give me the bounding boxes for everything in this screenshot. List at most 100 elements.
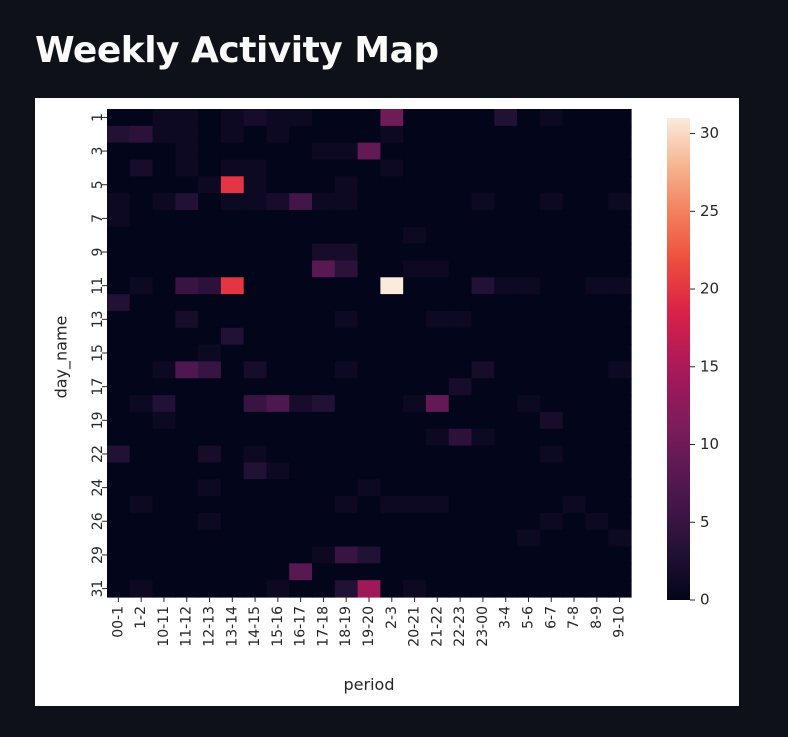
heatmap-cell — [198, 546, 222, 564]
heatmap-cell — [403, 361, 427, 379]
heatmap-cell — [334, 428, 359, 447]
heatmap-cell — [403, 243, 427, 262]
heatmap-cell — [107, 546, 131, 564]
heatmap-cell — [517, 209, 541, 228]
heatmap-cell — [220, 294, 245, 312]
heatmap-cell — [403, 411, 427, 430]
heatmap-cell — [243, 395, 268, 413]
heatmap-cell — [266, 563, 290, 581]
heatmap-cell — [494, 159, 518, 177]
heatmap-cell — [380, 395, 404, 413]
heatmap-cell — [448, 411, 473, 430]
heatmap-cell — [608, 411, 632, 430]
heatmap-cell — [175, 529, 199, 548]
heatmap-cell — [220, 361, 245, 379]
heatmap-cell — [585, 512, 609, 531]
heatmap-cell — [494, 243, 518, 262]
heatmap-cell — [198, 496, 222, 514]
heatmap-cell — [562, 563, 587, 581]
heatmap-cell — [220, 176, 245, 194]
heatmap-cell — [471, 428, 495, 447]
heatmap-cell — [539, 260, 564, 278]
heatmap-cell — [471, 109, 495, 127]
heatmap-cell — [312, 109, 336, 127]
heatmap-cell — [471, 193, 495, 211]
heatmap-cell — [107, 445, 131, 463]
heatmap-cell — [289, 378, 313, 396]
heatmap-cell — [517, 277, 541, 295]
heatmap-cell — [494, 546, 518, 564]
heatmap-cell — [289, 395, 313, 413]
heatmap-cell — [266, 142, 290, 161]
heatmap-cell — [448, 260, 473, 278]
heatmap-cell — [585, 361, 609, 379]
heatmap-cell — [175, 546, 199, 564]
heatmap-cell — [608, 294, 632, 312]
heatmap-cell — [562, 344, 587, 363]
heatmap-cell — [448, 125, 473, 144]
x-tick-label: 18-19 — [338, 606, 354, 647]
heatmap-cell — [517, 411, 541, 430]
heatmap-cell — [380, 243, 404, 262]
heatmap-cell — [585, 529, 609, 548]
heatmap-cell — [539, 142, 564, 161]
heatmap-cell — [380, 109, 404, 127]
x-tick-label: 17-18 — [315, 606, 331, 647]
x-tick-label: 22-23 — [452, 606, 468, 647]
heatmap-cell — [175, 428, 199, 447]
heatmap-cell — [357, 125, 381, 144]
heatmap-cell — [562, 445, 587, 463]
heatmap-cell — [266, 260, 290, 278]
heatmap-cell — [107, 193, 131, 211]
y-tick-label: 1 — [90, 113, 106, 122]
heatmap-cell — [517, 294, 541, 312]
heatmap-cell — [175, 193, 199, 211]
heatmap-cell — [243, 462, 268, 480]
heatmap-cell — [562, 395, 587, 413]
x-tick-label: 16-17 — [293, 606, 309, 647]
heatmap-cell — [380, 462, 404, 480]
heatmap-cell — [425, 243, 450, 262]
heatmap-cell — [198, 159, 222, 177]
y-tick-label: 11 — [90, 277, 106, 295]
heatmap-cell — [608, 193, 632, 211]
heatmap-cell — [517, 327, 541, 346]
heatmap-cell — [312, 209, 336, 228]
heatmap-cell — [357, 445, 381, 463]
heatmap-cell — [608, 496, 632, 514]
heatmap-cell — [539, 361, 564, 379]
heatmap-cell — [312, 428, 336, 447]
heatmap-cell — [517, 462, 541, 480]
colorbar-ticks: 0 5 10 15 20 25 30 — [690, 124, 719, 609]
heatmap-cell — [220, 159, 245, 177]
heatmap-cell — [312, 193, 336, 211]
heatmap-cell — [539, 243, 564, 262]
heatmap-cell — [357, 243, 381, 262]
heatmap-cell — [585, 479, 609, 497]
heatmap-cell — [129, 395, 154, 413]
heatmap-cell — [608, 580, 632, 598]
y-axis-label: day_name — [52, 316, 72, 399]
heatmap-cell — [608, 445, 632, 463]
x-tick-label: 10-11 — [156, 606, 172, 647]
heatmap-cell — [152, 496, 176, 514]
heatmap-cell — [289, 125, 313, 144]
heatmap-cell — [425, 395, 450, 413]
heatmap-cell — [517, 226, 541, 245]
heatmap-cell — [494, 361, 518, 379]
heatmap-cell — [471, 462, 495, 480]
heatmap-cell — [357, 109, 381, 127]
heatmap-cell — [539, 176, 564, 194]
heatmap-cell — [448, 344, 473, 363]
heatmap-cell — [334, 260, 359, 278]
x-tick-label: 14-15 — [247, 606, 263, 647]
heatmap-cell — [608, 176, 632, 194]
heatmap-cell — [198, 411, 222, 430]
x-axis-label: period — [344, 675, 395, 694]
y-tick-label: 3 — [90, 147, 106, 156]
heatmap-cell — [152, 546, 176, 564]
heatmap-cell — [152, 327, 176, 346]
heatmap-cell — [517, 445, 541, 463]
heatmap-cell — [266, 159, 290, 177]
heatmap-cell — [198, 193, 222, 211]
